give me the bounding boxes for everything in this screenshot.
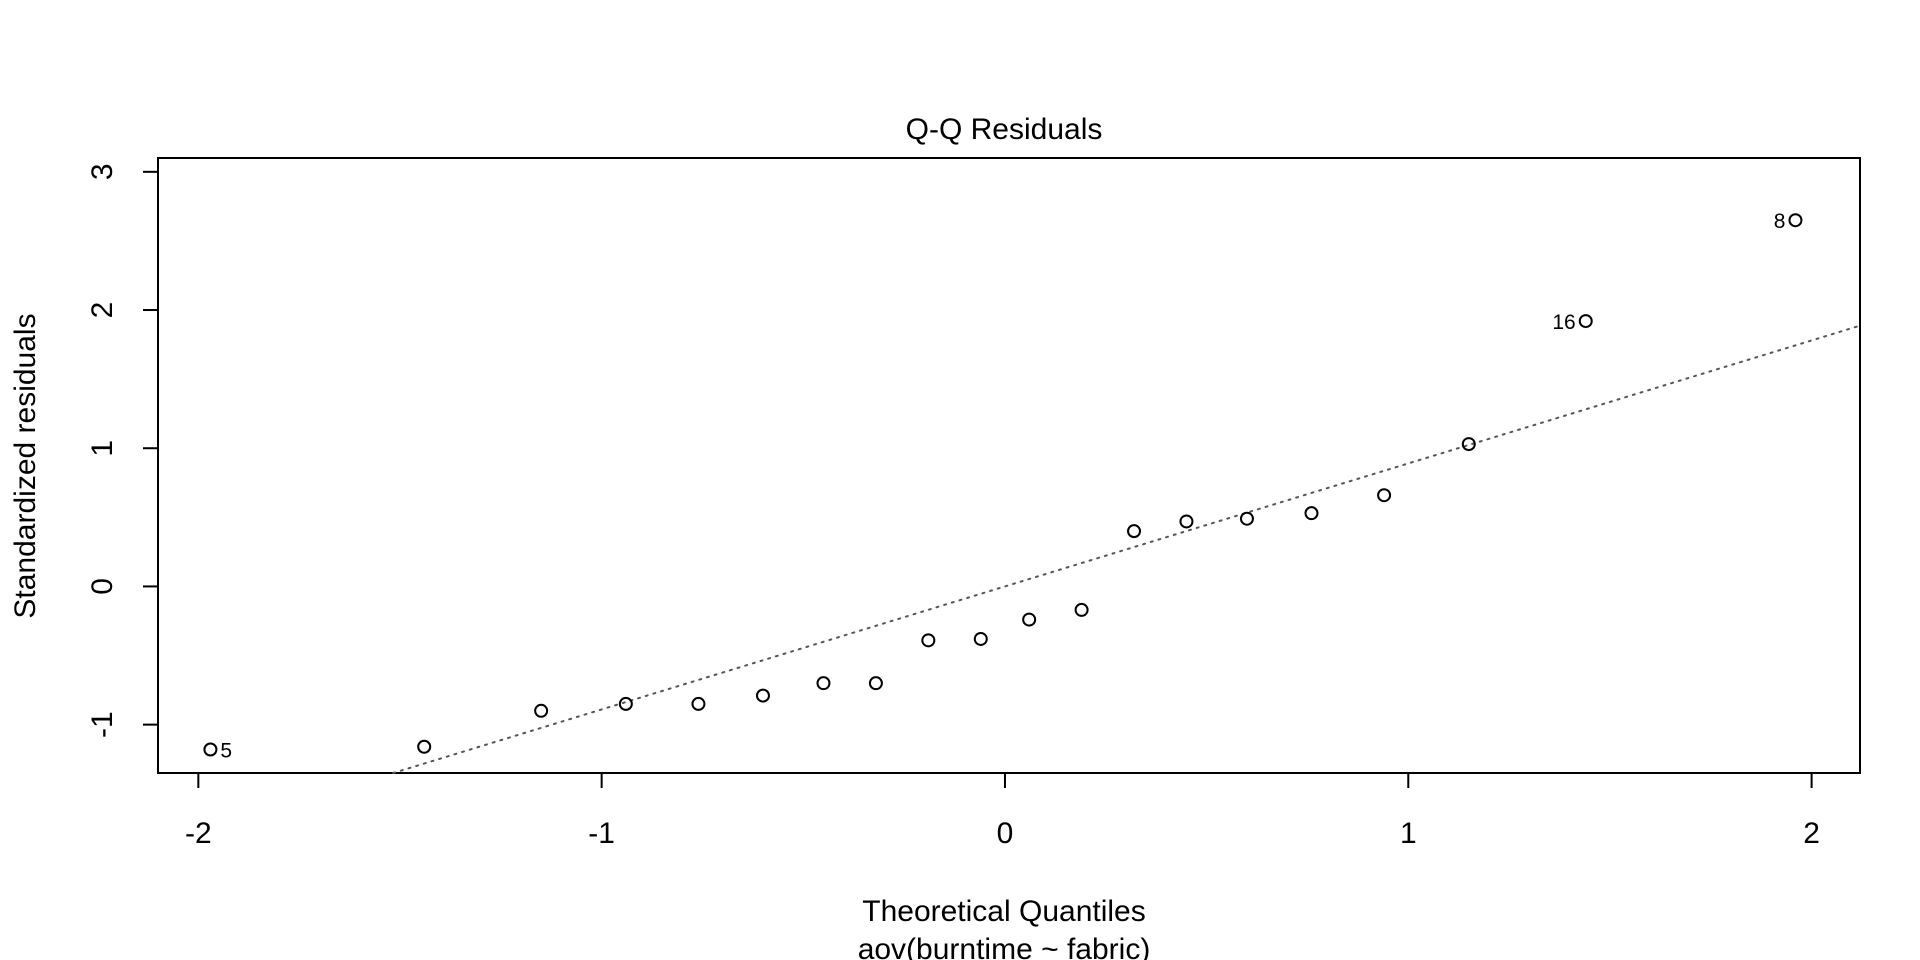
data-point-1 xyxy=(203,742,218,757)
reference-line xyxy=(392,324,1861,774)
points-group xyxy=(203,213,1803,757)
y-tick-label: 1 xyxy=(86,440,119,457)
point-label-8: 8 xyxy=(1774,210,1786,233)
x-axis: -2 -1 0 1 2 xyxy=(185,772,1820,850)
data-point-19 xyxy=(1578,314,1593,329)
data-point-2 xyxy=(417,739,432,754)
data-point-4 xyxy=(618,696,633,711)
point-labels-group: 5 16 8 xyxy=(220,210,1785,762)
x-tick-label: -2 xyxy=(185,817,212,850)
x-tick-label: 2 xyxy=(1803,817,1820,850)
reference-line-group xyxy=(392,324,1861,774)
data-point-15 xyxy=(1239,511,1254,526)
data-point-9 xyxy=(921,633,936,648)
y-tick-label: 3 xyxy=(86,163,119,180)
data-point-5 xyxy=(691,696,706,711)
y-tick-label: 2 xyxy=(86,302,119,319)
data-point-20 xyxy=(1788,213,1803,228)
data-point-17 xyxy=(1377,488,1392,503)
data-point-7 xyxy=(816,676,831,691)
x-axis-sublabel: aov(burntime ~ fabric) xyxy=(858,933,1151,960)
data-point-10 xyxy=(973,631,988,646)
chart-title: Q-Q Residuals xyxy=(906,113,1103,146)
y-tick-label: 0 xyxy=(86,578,119,595)
x-axis-label: Theoretical Quantiles xyxy=(862,895,1145,928)
y-axis: -1 0 1 2 3 xyxy=(86,163,159,738)
data-point-3 xyxy=(534,703,549,718)
plot-box xyxy=(157,157,1861,774)
data-point-18 xyxy=(1461,437,1476,452)
data-point-13 xyxy=(1127,524,1142,539)
x-tick-label: 0 xyxy=(997,817,1014,850)
data-point-11 xyxy=(1022,612,1037,627)
y-tick-label: -1 xyxy=(86,711,119,738)
x-tick-label: -1 xyxy=(588,817,615,850)
data-point-12 xyxy=(1074,602,1089,617)
point-label-16: 16 xyxy=(1552,311,1575,334)
y-axis-label: Standardized residuals xyxy=(9,313,42,618)
x-tick-label: 1 xyxy=(1400,817,1417,850)
data-point-14 xyxy=(1179,514,1194,529)
data-point-8 xyxy=(868,676,883,691)
data-point-16 xyxy=(1304,506,1319,521)
point-label-5: 5 xyxy=(220,740,232,763)
data-point-6 xyxy=(755,688,770,703)
